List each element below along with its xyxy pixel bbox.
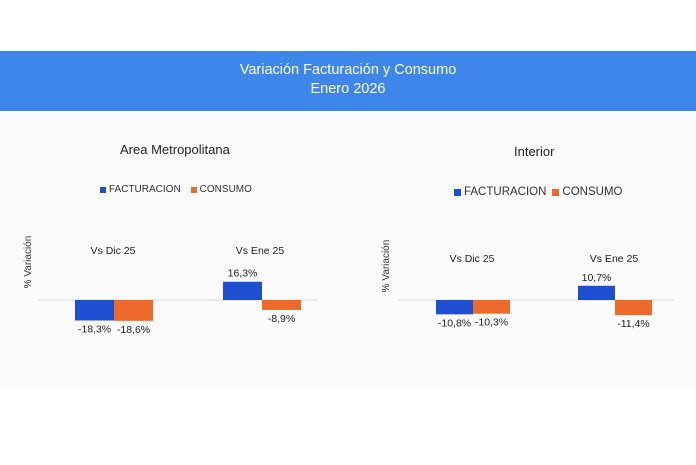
legend-label-facturacion: FACTURACION [109, 184, 181, 195]
legend-swatch-facturacion [454, 188, 461, 196]
bar-facturacion [436, 300, 473, 315]
data-label: 16,3% [228, 268, 258, 280]
legend-swatch-consumo [190, 186, 197, 193]
legend-swatch-consumo [552, 188, 560, 196]
header-title: Variación Facturación y Consumo [239, 62, 457, 78]
legend-swatch-facturacion [100, 186, 106, 193]
data-label: -18,3% [78, 323, 111, 335]
bar-consumo [615, 300, 652, 316]
bar-consumo [114, 300, 153, 321]
legend-label-consumo: CONSUMO [562, 186, 623, 198]
legend-item-consumo: CONSUMO [552, 186, 622, 198]
bar-facturacion [223, 281, 262, 300]
header-subtitle: Enero 2026 [310, 81, 386, 97]
bar-facturacion [578, 285, 615, 300]
data-label: -8,9% [268, 313, 295, 325]
bar-facturacion [75, 300, 114, 321]
charts-panel [0, 111, 696, 386]
category-label: Vs Dic 25 [91, 245, 136, 257]
category-label: Vs Ene 25 [590, 253, 639, 265]
legend-label-facturacion: FACTURACION [464, 186, 547, 198]
header-banner: Variación Facturación y Consumo Enero 20… [0, 51, 696, 111]
legend-item-facturacion: FACTURACION [454, 186, 546, 198]
y-axis-label: % Variación [23, 236, 34, 289]
category-label: Vs Dic 25 [450, 253, 495, 265]
y-axis-label: % Variación [381, 240, 392, 293]
data-label: -18,6% [117, 324, 150, 336]
bar-consumo [473, 300, 510, 314]
legend-item-facturacion: FACTURACION [100, 184, 181, 195]
chart-title-interior: Interior [514, 144, 555, 159]
chart-title-area-metropolitana: Area Metropolitana [120, 142, 230, 157]
bar-consumo [262, 300, 301, 310]
legend-label-consumo: CONSUMO [199, 184, 252, 195]
legend-left: FACTURACION CONSUMO [100, 184, 252, 195]
category-label: Vs Ene 25 [236, 245, 285, 257]
legend-right: FACTURACION CONSUMO [454, 186, 622, 198]
data-label: -10,3% [475, 317, 508, 329]
legend-item-consumo: CONSUMO [190, 184, 252, 195]
data-label: -11,4% [617, 318, 650, 330]
data-label: -10,8% [438, 317, 471, 329]
data-label: 10,7% [582, 272, 612, 284]
